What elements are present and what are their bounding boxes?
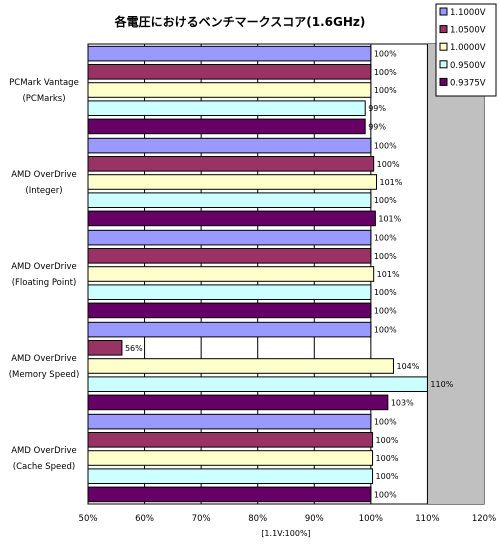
bar-labels: 100% 100% 100% 99% 99% 100% 100% 101% 100% 101% 10… xyxy=(125,50,454,500)
bar xyxy=(87,100,366,117)
category-label: (Floating Point) xyxy=(12,278,77,288)
category-label: AMD OverDrive xyxy=(11,446,77,456)
bar xyxy=(87,321,372,338)
data-label: 100% xyxy=(376,454,399,463)
legend-label: 0.9375V xyxy=(450,78,486,88)
data-label: 110% xyxy=(430,380,453,389)
bar xyxy=(87,468,374,484)
bar xyxy=(87,302,372,319)
legend-swatch xyxy=(439,42,448,51)
bar xyxy=(87,266,375,282)
legend-swatch xyxy=(439,25,448,34)
data-label: 100% xyxy=(374,306,397,315)
data-label: 100% xyxy=(374,326,397,335)
bar xyxy=(87,450,374,466)
x-tick-label: 50% xyxy=(79,514,98,524)
legend-swatch xyxy=(439,60,448,69)
x-tick-label: 70% xyxy=(192,514,211,524)
legend-label: 1.0000V xyxy=(450,43,486,53)
bar xyxy=(87,210,376,227)
bar xyxy=(87,82,372,98)
category-label: (Memory Speed) xyxy=(9,370,80,380)
category-label: (PCMarks) xyxy=(22,94,65,104)
data-label: 99% xyxy=(368,122,386,131)
category-labels: PCMark Vantage (PCMarks) AMD OverDrive (Int… xyxy=(9,78,80,472)
category-label: (Cache Speed) xyxy=(13,462,75,472)
data-label: 100% xyxy=(374,86,397,95)
category-label: (Integer) xyxy=(25,186,62,196)
bar xyxy=(87,156,375,172)
data-label: 100% xyxy=(374,418,397,427)
x-tick-label: 60% xyxy=(135,514,154,524)
bar xyxy=(87,118,366,135)
category-label: AMD OverDrive xyxy=(11,262,77,272)
data-label: 100% xyxy=(376,436,399,445)
data-label: 100% xyxy=(374,68,397,77)
bar xyxy=(87,413,372,430)
legend-swatch xyxy=(439,7,448,16)
bar xyxy=(87,340,123,356)
legend-swatch xyxy=(439,77,448,86)
legend-label: 0.9500V xyxy=(450,61,486,71)
data-label: 101% xyxy=(378,214,401,223)
data-label: 103% xyxy=(391,398,414,407)
legend-label: 1.1000V xyxy=(450,8,486,18)
bar xyxy=(87,486,372,503)
data-label: 56% xyxy=(125,344,143,353)
x-tick-label: 90% xyxy=(305,514,324,524)
bar xyxy=(87,248,372,264)
category-label: AMD OverDrive xyxy=(11,170,77,180)
bar xyxy=(87,174,378,190)
data-label: 101% xyxy=(377,270,400,279)
data-label: 100% xyxy=(374,50,397,59)
legend-label: 1.0500V xyxy=(450,26,486,36)
data-label: 101% xyxy=(380,178,403,187)
x-tick-labels: 50% 60% 70% 80% 90% 100% 110% 120% xyxy=(79,514,497,524)
bar xyxy=(87,229,372,246)
data-label: 104% xyxy=(396,362,419,371)
bar xyxy=(87,192,372,208)
data-label: 100% xyxy=(374,196,397,205)
bar xyxy=(87,45,372,62)
bar xyxy=(87,137,372,154)
bar xyxy=(87,432,374,448)
bar xyxy=(87,64,372,80)
x-axis-label: [1.1V:100%] xyxy=(261,529,310,538)
data-label: 99% xyxy=(368,104,386,113)
data-label: 100% xyxy=(376,472,399,481)
bar xyxy=(87,376,428,392)
shaded-region xyxy=(427,44,484,504)
data-label: 100% xyxy=(374,490,397,499)
data-label: 100% xyxy=(377,160,400,169)
x-tick-label: 100% xyxy=(359,514,383,524)
bars xyxy=(87,45,428,503)
bar xyxy=(87,358,394,374)
chart-title: 各電圧におけるベンチマークスコア(1.6GHz) xyxy=(114,14,366,29)
bar xyxy=(87,284,372,300)
data-label: 100% xyxy=(374,288,397,297)
x-tick-label: 110% xyxy=(415,514,439,524)
data-label: 100% xyxy=(374,252,397,261)
category-label: AMD OverDrive xyxy=(11,354,77,364)
bar xyxy=(87,394,389,411)
data-label: 100% xyxy=(374,234,397,243)
category-label: PCMark Vantage xyxy=(9,78,79,88)
x-tick-label: 80% xyxy=(248,514,267,524)
data-label: 100% xyxy=(374,142,397,151)
legend: 1.1000V 1.0500V 1.0000V 0.9500V 0.9375V xyxy=(435,3,497,97)
x-tick-label: 120% xyxy=(472,514,496,524)
